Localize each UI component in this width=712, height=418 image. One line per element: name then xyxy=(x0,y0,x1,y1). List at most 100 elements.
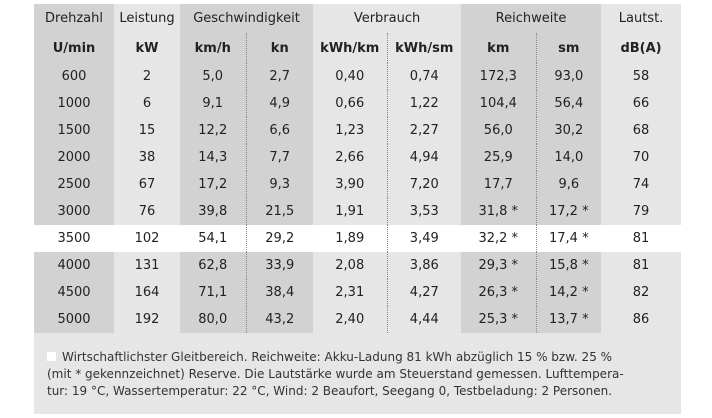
table-cell: 62,8 xyxy=(180,252,246,279)
table-cell: 0,40 xyxy=(313,63,388,90)
table-row: 1500 15 12,2 6,6 1,23 2,27 56,0 30,2 68 xyxy=(34,117,682,144)
table-cell: 600 xyxy=(34,63,114,90)
table-cell: 1,91 xyxy=(313,198,388,225)
table-cell: 86 xyxy=(601,306,682,333)
header-lautstaerke: Lautst. xyxy=(601,4,682,33)
table-cell: 2,27 xyxy=(386,117,462,144)
table-cell: 2500 xyxy=(34,171,114,198)
table-row: 2000 38 14,3 7,7 2,66 4,94 25,9 14,0 70 xyxy=(34,144,682,171)
table-cell: 3500 xyxy=(34,225,114,252)
table-cell: 70 xyxy=(601,144,682,171)
table-cell: 6 xyxy=(114,90,180,117)
table-cell: 17,2 * xyxy=(535,198,602,225)
table-row: 3000 76 39,8 21,5 1,91 3,53 31,8 * 17,2 * 79 xyxy=(34,198,682,225)
table-cell: 104,4 xyxy=(461,90,537,117)
table-cell: 9,3 xyxy=(245,171,314,198)
performance-table: Drehzahl Leistung Geschwindigkeit Verbra… xyxy=(34,4,682,333)
unit-cell: kWh/sm xyxy=(386,33,462,63)
table-row: 3500 102 54,1 29,2 1,89 3,49 32,2 * 17,4 * 81 xyxy=(34,225,682,252)
table-cell: 1,23 xyxy=(313,117,388,144)
table-cell: 54,1 xyxy=(180,225,246,252)
table-cell: 2,31 xyxy=(313,279,388,306)
table-cell: 6,6 xyxy=(245,117,314,144)
legend-swatch-icon xyxy=(47,352,56,361)
table-cell: 17,2 xyxy=(180,171,246,198)
table-cell: 81 xyxy=(601,225,682,252)
table-cell: 74 xyxy=(601,171,682,198)
table-cell: 3,53 xyxy=(386,198,462,225)
table-row: 2500 67 17,2 9,3 3,90 7,20 17,7 9,6 74 xyxy=(34,171,682,198)
table-cell: 93,0 xyxy=(535,63,602,90)
table-cell: 2,66 xyxy=(313,144,388,171)
unit-cell: kWh/km xyxy=(313,33,388,63)
table-cell: 29,2 xyxy=(245,225,314,252)
table-cell: 5000 xyxy=(34,306,114,333)
table-cell: 4,27 xyxy=(386,279,462,306)
table-cell: 1000 xyxy=(34,90,114,117)
unit-cell: dB(A) xyxy=(601,33,682,63)
unit-cell: km xyxy=(461,33,537,63)
table-cell: 14,3 xyxy=(180,144,246,171)
table-cell: 5,0 xyxy=(180,63,246,90)
table-cell: 102 xyxy=(114,225,180,252)
table-cell: 15 xyxy=(114,117,180,144)
table-cell: 4,9 xyxy=(245,90,314,117)
unit-cell: U/min xyxy=(34,33,114,63)
header-drehzahl: Drehzahl xyxy=(34,4,114,33)
table-cell: 12,2 xyxy=(180,117,246,144)
header-geschwindigkeit: Geschwindigkeit xyxy=(180,4,314,33)
table-cell: 32,2 * xyxy=(461,225,537,252)
table-cell: 56,0 xyxy=(461,117,537,144)
table-cell: 1,89 xyxy=(313,225,388,252)
footnote-line-3: tur: 19 °C, Wassertemperatur: 22 °C, Win… xyxy=(47,384,613,398)
table-cell: 0,74 xyxy=(386,63,462,90)
unit-cell: km/h xyxy=(180,33,246,63)
table-cell: 25,3 * xyxy=(461,306,537,333)
table-cell: 2,08 xyxy=(313,252,388,279)
table-cell: 1,22 xyxy=(386,90,462,117)
table-cell: 68 xyxy=(601,117,682,144)
table-row: 1000 6 9,1 4,9 0,66 1,22 104,4 56,4 66 xyxy=(34,90,682,117)
table-cell: 56,4 xyxy=(535,90,602,117)
table-cell: 164 xyxy=(114,279,180,306)
header-reichweite: Reichweite xyxy=(461,4,602,33)
table-cell: 67 xyxy=(114,171,180,198)
table-cell: 39,8 xyxy=(180,198,246,225)
table-cell: 29,3 * xyxy=(461,252,537,279)
table-cell: 25,9 xyxy=(461,144,537,171)
table-cell: 4,44 xyxy=(386,306,462,333)
table-cell: 3,86 xyxy=(386,252,462,279)
table-cell: 13,7 * xyxy=(535,306,602,333)
table-cell: 81 xyxy=(601,252,682,279)
table-row: 4500 164 71,1 38,4 2,31 4,27 26,3 * 14,2 * 82 xyxy=(34,279,682,306)
table-cell: 2 xyxy=(114,63,180,90)
table-cell: 3000 xyxy=(34,198,114,225)
table-cell: 3,90 xyxy=(313,171,388,198)
table-cell: 58 xyxy=(601,63,682,90)
header-group-row: Drehzahl Leistung Geschwindigkeit Verbra… xyxy=(34,4,682,33)
table-cell: 17,7 xyxy=(461,171,537,198)
table-cell: 192 xyxy=(114,306,180,333)
header-leistung: Leistung xyxy=(114,4,180,33)
table-cell: 26,3 * xyxy=(461,279,537,306)
table-cell: 38,4 xyxy=(245,279,314,306)
footnote-line-2: (mit * gekennzeichnet) Reserve. Die Laut… xyxy=(47,367,624,381)
table-cell: 1500 xyxy=(34,117,114,144)
footnote: Wirtschaftlichster Gleitbereich. Reichwe… xyxy=(47,349,667,400)
table-cell: 4000 xyxy=(34,252,114,279)
table-cell: 7,20 xyxy=(386,171,462,198)
table-cell: 0,66 xyxy=(313,90,388,117)
unit-cell: kn xyxy=(245,33,314,63)
table-row: 600 2 5,0 2,7 0,40 0,74 172,3 93,0 58 xyxy=(34,63,682,90)
header-verbrauch: Verbrauch xyxy=(313,4,462,33)
table-cell: 30,2 xyxy=(535,117,602,144)
unit-cell: kW xyxy=(114,33,180,63)
footnote-line-1: Wirtschaftlichster Gleitbereich. Reichwe… xyxy=(62,350,613,364)
unit-cell: sm xyxy=(535,33,602,63)
table-cell: 2,7 xyxy=(245,63,314,90)
table-cell: 131 xyxy=(114,252,180,279)
table-cell: 14,2 * xyxy=(535,279,602,306)
table-cell: 7,7 xyxy=(245,144,314,171)
table-cell: 2,40 xyxy=(313,306,388,333)
table-cell: 33,9 xyxy=(245,252,314,279)
